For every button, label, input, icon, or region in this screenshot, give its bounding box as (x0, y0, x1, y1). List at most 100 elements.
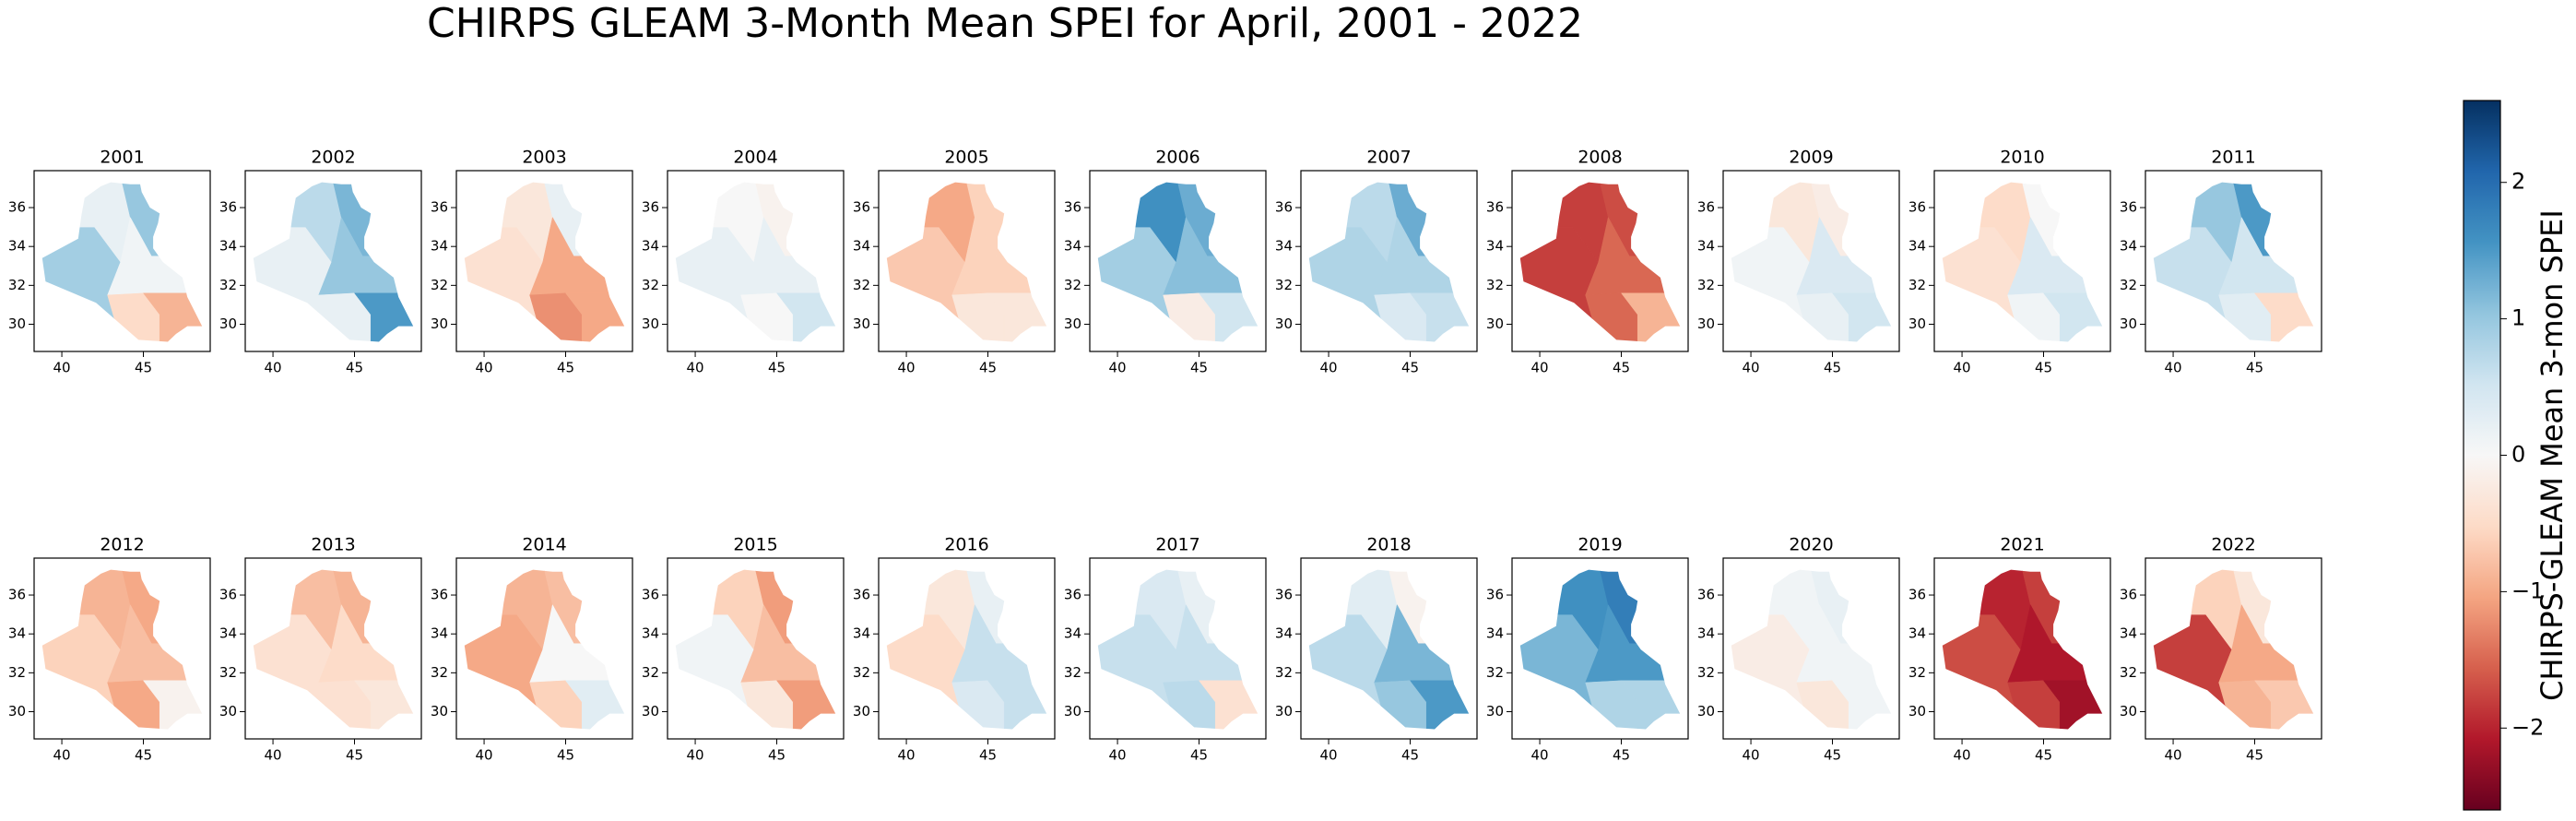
panel-title: 2021 (2000, 535, 2044, 555)
map-regions (886, 569, 1047, 730)
panel-title: 2008 (1578, 148, 1622, 168)
panel-title: 2018 (1366, 535, 1411, 555)
y-tick-label: 34 (853, 238, 870, 255)
y-tick-label: 32 (1064, 277, 1081, 293)
y-tick-label: 30 (1697, 315, 1715, 332)
map-panel: 2012 40 45 30 32 34 36 (8, 535, 211, 764)
x-tick-label: 45 (1613, 360, 1630, 376)
y-tick-label: 32 (642, 277, 659, 293)
y-tick-label: 30 (1275, 703, 1293, 720)
x-tick-label: 40 (265, 747, 282, 764)
map-panel: 2008 40 45 30 32 34 36 (1486, 148, 1689, 376)
x-tick-label: 40 (687, 747, 704, 764)
y-tick-label: 32 (853, 664, 870, 681)
map-regions (1731, 182, 1892, 342)
y-tick-label: 34 (219, 238, 237, 255)
x-tick-label: 40 (1531, 360, 1549, 376)
axes-frame (1300, 557, 1478, 740)
x-tick-label: 45 (1613, 747, 1630, 764)
y-tick-label: 32 (2120, 277, 2137, 293)
y-tick-label: 30 (2120, 315, 2137, 332)
map-regions (41, 182, 203, 342)
y-tick-label: 32 (853, 277, 870, 293)
x-tick-label: 40 (53, 747, 71, 764)
x-tick-label: 45 (768, 747, 786, 764)
axes-frame (2145, 170, 2322, 352)
y-tick-label: 32 (1908, 277, 1926, 293)
y-tick-label: 36 (2120, 587, 2137, 603)
y-tick-label: 32 (8, 277, 26, 293)
colorbar-tick-label: 0 (2511, 442, 2525, 468)
y-tick-label: 34 (1064, 238, 1081, 255)
map-panel: 2004 40 45 30 32 34 36 (642, 148, 845, 376)
y-tick-label: 36 (8, 587, 26, 603)
x-tick-label: 45 (346, 747, 363, 764)
panel-title: 2003 (522, 148, 566, 168)
map-panel: 2007 40 45 30 32 34 36 (1275, 148, 1478, 376)
y-tick-label: 30 (1486, 703, 1504, 720)
map-panel: 2016 40 45 30 32 34 36 (853, 535, 1056, 764)
y-tick-label: 30 (642, 703, 659, 720)
x-tick-label: 45 (979, 360, 997, 376)
panel-title: 2009 (1789, 148, 1833, 168)
y-tick-label: 36 (1486, 587, 1504, 603)
axes-frame (2145, 557, 2322, 740)
map-regions (1519, 182, 1681, 342)
map-regions (1097, 569, 1258, 730)
y-tick-label: 34 (219, 625, 237, 642)
panel-title: 2010 (2000, 148, 2044, 168)
colorbar-label: CHIRPS-GLEAM Mean 3-mon SPEI (2535, 209, 2570, 701)
y-tick-label: 36 (1275, 199, 1293, 216)
y-tick-label: 34 (1697, 625, 1715, 642)
map-regions (2153, 569, 2314, 730)
axes-frame (244, 557, 422, 740)
map-panel: 2013 40 45 30 32 34 36 (219, 535, 422, 764)
y-tick-label: 34 (853, 625, 870, 642)
y-tick-label: 34 (2120, 238, 2137, 255)
y-tick-label: 32 (1486, 664, 1504, 681)
map-regions (253, 569, 414, 730)
y-tick-label: 32 (1697, 664, 1715, 681)
y-tick-label: 34 (642, 625, 659, 642)
colorbar-gradient (2463, 100, 2501, 811)
map-panel: 2018 40 45 30 32 34 36 (1275, 535, 1478, 764)
map-regions (1942, 569, 2103, 730)
y-tick-label: 30 (642, 315, 659, 332)
x-tick-label: 45 (557, 747, 574, 764)
x-tick-label: 45 (2246, 747, 2263, 764)
y-tick-label: 32 (642, 664, 659, 681)
x-tick-label: 40 (1743, 747, 1760, 764)
x-tick-label: 45 (768, 360, 786, 376)
y-tick-label: 32 (1697, 277, 1715, 293)
panel-title: 2002 (311, 148, 355, 168)
map-regions (253, 182, 414, 342)
panel-title: 2015 (733, 535, 777, 555)
x-tick-label: 45 (1190, 360, 1208, 376)
map-panel: 2020 40 45 30 32 34 36 (1697, 535, 1900, 764)
x-tick-label: 40 (476, 360, 493, 376)
y-tick-label: 36 (642, 199, 659, 216)
y-tick-label: 30 (219, 315, 237, 332)
y-tick-label: 30 (431, 315, 448, 332)
axes-frame (1933, 557, 2111, 740)
x-tick-label: 45 (1824, 360, 1841, 376)
colorbar: −2 −1 0 1 2 CHIRPS-GLEAM Mean 3-mon SPEI (2463, 100, 2570, 811)
y-tick-label: 34 (642, 238, 659, 255)
panel-title: 2017 (1155, 535, 1199, 555)
x-tick-label: 45 (2035, 360, 2052, 376)
map-regions (1308, 182, 1470, 342)
y-tick-label: 32 (431, 277, 448, 293)
map-regions (675, 569, 836, 730)
y-tick-label: 32 (1275, 664, 1293, 681)
map-regions (1097, 182, 1258, 342)
map-regions (1519, 569, 1681, 730)
figure-title: CHIRPS GLEAM 3-Month Mean SPEI for April… (427, 0, 1583, 47)
map-panel: 2005 40 45 30 32 34 36 (853, 148, 1056, 376)
panel-title: 2007 (1366, 148, 1411, 168)
y-tick-label: 36 (2120, 199, 2137, 216)
map-regions (1308, 569, 1470, 730)
panel-title: 2020 (1789, 535, 1833, 555)
x-tick-label: 40 (898, 360, 916, 376)
y-tick-label: 36 (1908, 587, 1926, 603)
